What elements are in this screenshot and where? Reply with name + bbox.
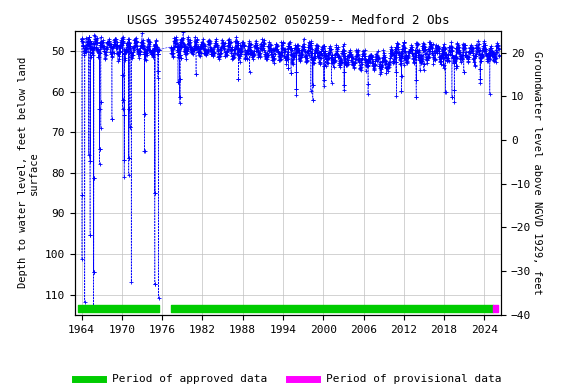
- Legend: Period of approved data, Period of provisional data: Period of approved data, Period of provi…: [70, 370, 506, 384]
- Title: USGS 395524074502502 050259-- Medford 2 Obs: USGS 395524074502502 050259-- Medford 2 …: [127, 14, 449, 27]
- Y-axis label: Groundwater level above NGVD 1929, feet: Groundwater level above NGVD 1929, feet: [532, 51, 542, 295]
- Y-axis label: Depth to water level, feet below land
surface: Depth to water level, feet below land su…: [18, 57, 39, 288]
